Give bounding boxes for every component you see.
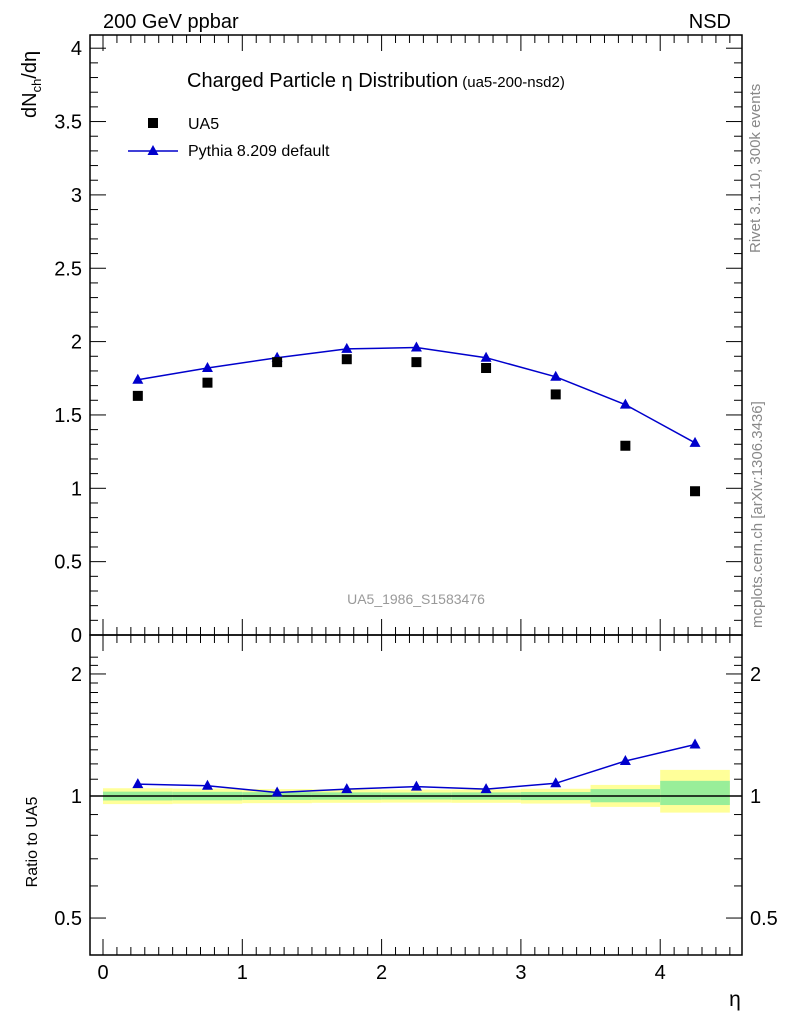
legend: UA5 Pythia 8.209 default — [128, 116, 330, 160]
header-right-label: NSD — [689, 11, 731, 33]
main-y-tick-label: 2.5 — [54, 258, 82, 280]
main-y-tick-label: 3 — [71, 185, 82, 207]
plot-title: Charged Particle η Distribution (ua5-200-… — [187, 70, 565, 92]
x-tick-label: 0 — [97, 962, 108, 984]
main-y-tick-label: 4 — [71, 38, 82, 60]
ratio-y-tick-label-right: 0.5 — [750, 908, 778, 930]
main-y-tick-label: 0 — [71, 625, 82, 647]
pythia-point — [480, 351, 492, 362]
ratio-y-tick-label: 2 — [71, 664, 82, 686]
ratio-y-tick-label-right: 2 — [750, 664, 761, 686]
ua5-point — [481, 363, 492, 374]
legend-pythia-marker — [147, 145, 159, 155]
main-y-axis-label: dNch/dη — [19, 51, 44, 118]
ratio-pythia-point — [480, 783, 492, 794]
ratio-plot-frame — [89, 634, 743, 956]
main-y-tick-label: 3.5 — [54, 112, 82, 134]
ratio-pythia-point — [410, 780, 422, 791]
x-tick-label: 2 — [376, 962, 387, 984]
pythia-point — [689, 436, 701, 447]
ratio-pythia-point — [201, 779, 213, 790]
ratio-axis-ticks: 0 1 2 3 4 0.5 0.5 1 1 2 2 — [54, 635, 778, 984]
ratio-pythia-point — [689, 738, 701, 749]
ua5-point — [550, 389, 561, 400]
main-y-tick-label: 1.5 — [54, 405, 82, 427]
ratio-y-axis-label: Ratio to UA5 — [24, 797, 41, 888]
pythia-point — [201, 362, 213, 373]
pythia-point — [410, 341, 422, 352]
ratio-data-layer — [132, 738, 701, 797]
pythia-point — [341, 342, 353, 353]
ratio-y-tick-label: 0.5 — [54, 908, 82, 930]
mcplots-label: mcplots.cern.ch [arXiv:1306.3436] — [749, 401, 766, 628]
rivet-version-label: Rivet 3.1.10, 300k events — [747, 84, 764, 253]
legend-ua5-marker — [148, 118, 158, 128]
main-axis-ticks: 0 0.5 1 1.5 2 2.5 3 3.5 4 — [54, 35, 742, 647]
pythia-point — [550, 370, 562, 381]
main-y-tick-label: 2 — [71, 332, 82, 354]
legend-ua5-label: UA5 — [188, 116, 219, 133]
x-tick-label: 1 — [237, 962, 248, 984]
ratio-y-tick-label-right: 1 — [750, 786, 761, 808]
ratio-pythia-point — [619, 754, 631, 765]
legend-pythia-label: Pythia 8.209 default — [188, 143, 330, 160]
ratio-pythia-point — [341, 783, 353, 794]
x-axis-label: η — [729, 988, 741, 1011]
ratio-band-green — [660, 780, 730, 806]
ratio-pythia-point — [550, 777, 562, 788]
ratio-pythia-point — [132, 778, 144, 789]
ratio-uncertainty-bands — [90, 769, 742, 813]
ua5-point — [341, 354, 352, 365]
x-tick-label: 3 — [515, 962, 526, 984]
pythia-point — [132, 373, 144, 384]
analysis-watermark: UA5_1986_S1583476 — [347, 591, 485, 607]
ua5-point — [411, 357, 422, 368]
ua5-point — [202, 377, 213, 388]
ratio-pythia-point — [271, 786, 283, 797]
header-left-label: 200 GeV ppbar — [103, 11, 239, 33]
main-data-layer — [132, 341, 701, 497]
ua5-point — [132, 390, 143, 401]
ua5-point — [272, 357, 283, 368]
main-y-tick-label: 1 — [71, 478, 82, 500]
x-tick-label: 4 — [655, 962, 666, 984]
main-y-tick-label: 0.5 — [54, 552, 82, 574]
ua5-point — [620, 440, 631, 451]
ratio-y-tick-label: 1 — [71, 786, 82, 808]
ua5-point — [690, 486, 701, 497]
pythia-point — [619, 398, 631, 409]
